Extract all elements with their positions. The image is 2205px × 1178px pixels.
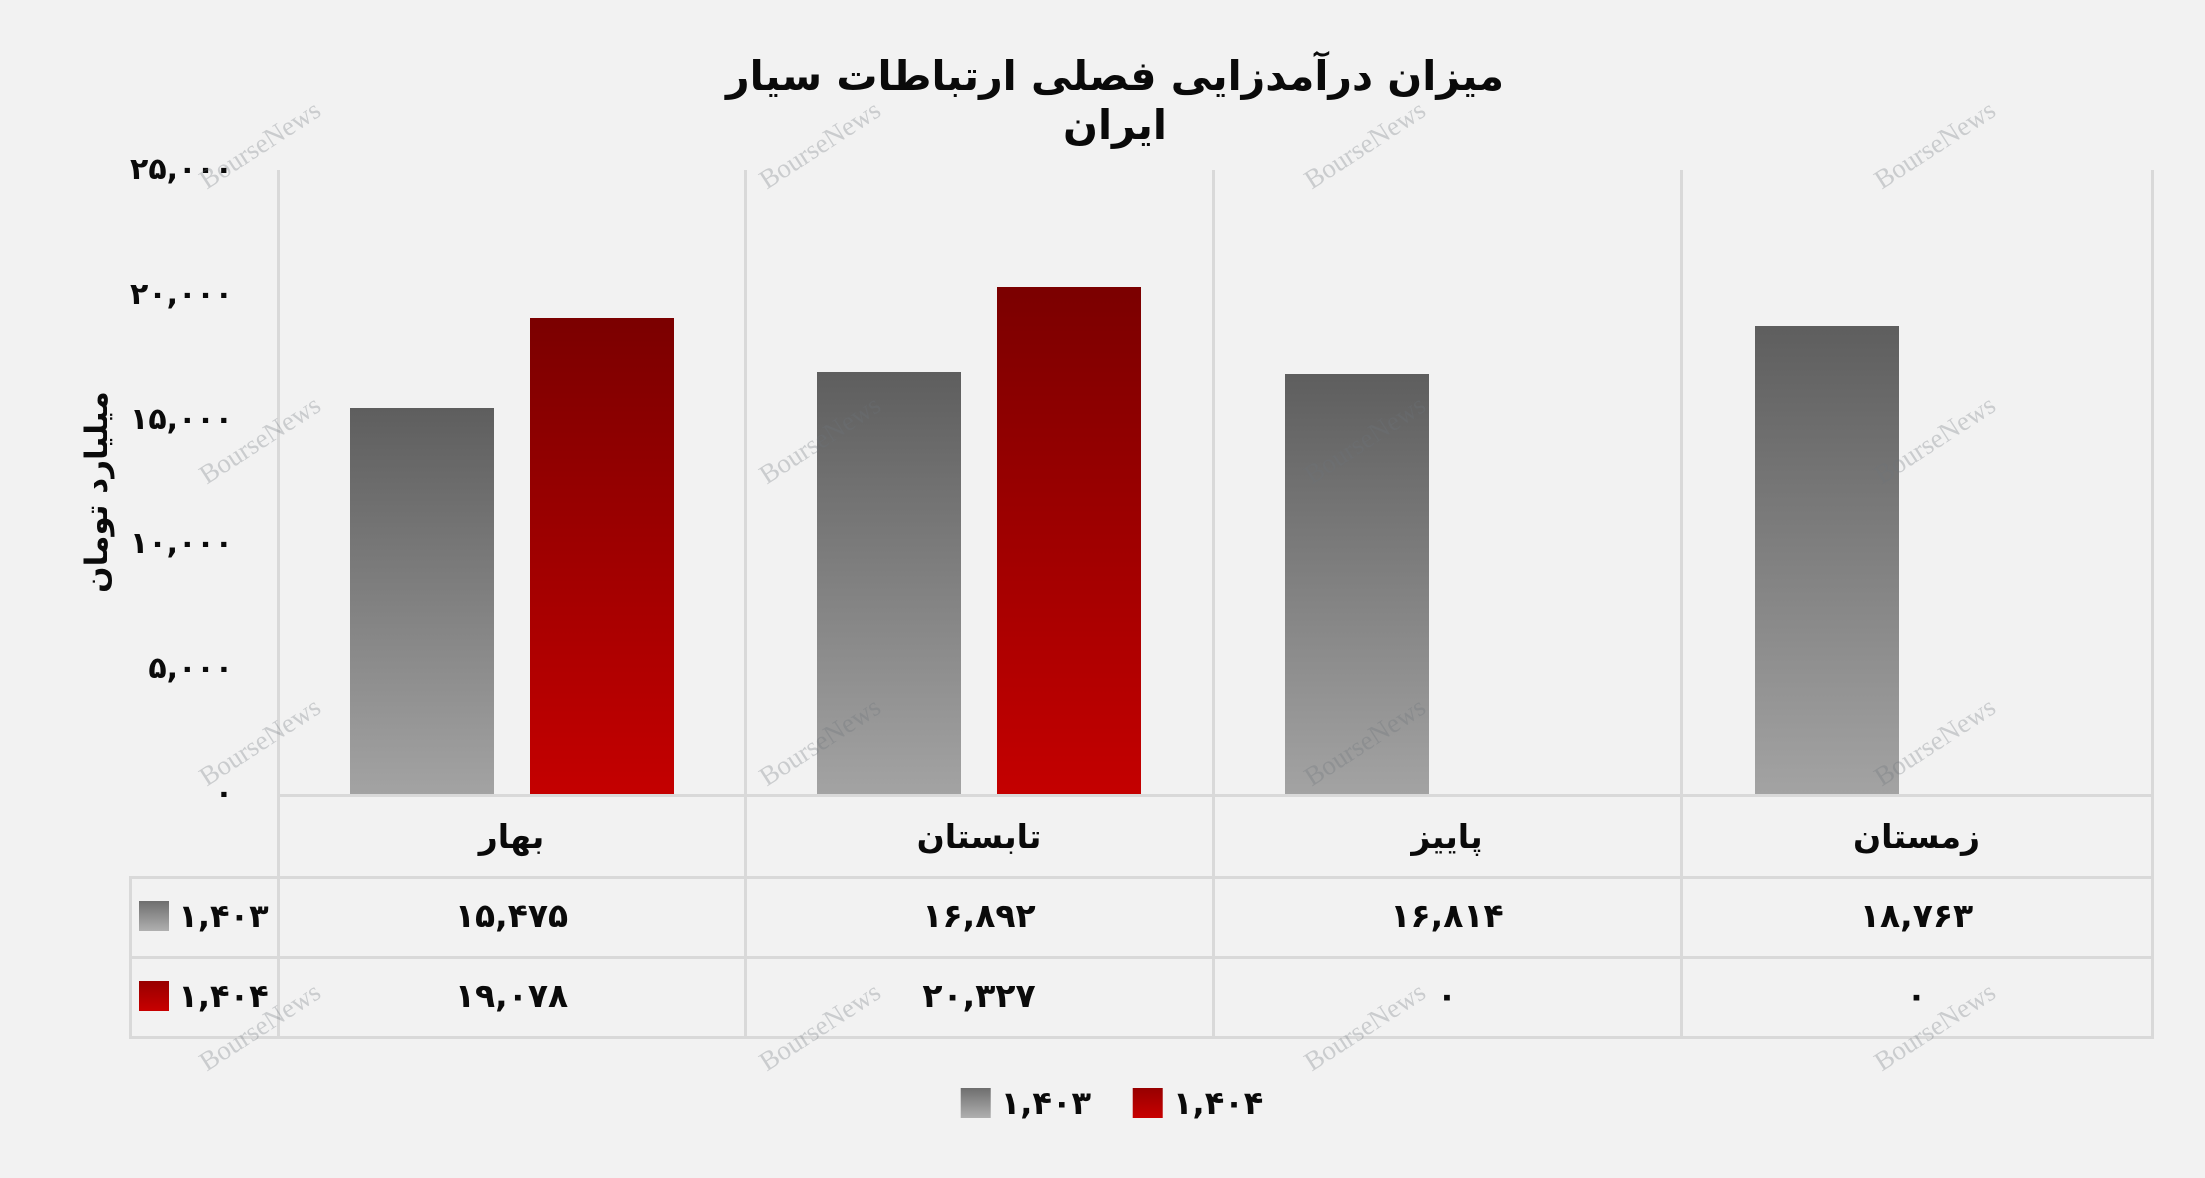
table-value-1404-winter: ۰ bbox=[1906, 976, 1927, 1015]
table-row-border bbox=[130, 1036, 2152, 1039]
legend-label-1403: ۱,۴۰۳ bbox=[1000, 1084, 1091, 1122]
table-legend-1404: ۱,۴۰۴ bbox=[130, 956, 278, 1036]
y-tick-label-0: ۰ bbox=[214, 776, 233, 811]
bar-1404-summer bbox=[997, 287, 1141, 794]
category-label-autumn: پاییز bbox=[1411, 817, 1483, 856]
legend-item-1403: ۱,۴۰۳ bbox=[960, 1084, 1091, 1122]
bar-1404-spring bbox=[529, 318, 674, 794]
legend-swatch-1403 bbox=[960, 1088, 991, 1118]
bar-1403-summer bbox=[817, 372, 961, 794]
bar-1403-winter bbox=[1754, 326, 1899, 794]
y-tick-label-10000: ۱۰,۰۰۰ bbox=[130, 526, 233, 562]
category-label-winter: زمستان bbox=[1852, 817, 1981, 856]
legend-swatch-1403 bbox=[139, 901, 170, 931]
table-value-1404-autumn: ۰ bbox=[1436, 976, 1458, 1015]
legend-label-1404: ۱,۴۰۴ bbox=[178, 977, 269, 1015]
table-value-1403-winter: ۱۸,۷۶۳ bbox=[1859, 896, 1974, 935]
grid-vline bbox=[1212, 170, 1215, 1039]
y-tick-label-25000: ۲۵,۰۰۰ bbox=[130, 152, 233, 187]
legend-label-1404: ۱,۴۰۴ bbox=[1173, 1084, 1264, 1122]
table-value-1404-spring: ۱۹,۰۷۸ bbox=[454, 976, 569, 1015]
x-axis-line bbox=[278, 794, 2152, 797]
bar-1403-autumn bbox=[1285, 374, 1429, 794]
category-label-summer: تابستان bbox=[916, 817, 1042, 856]
legend-swatch-1404 bbox=[1133, 1088, 1163, 1118]
table-row-border bbox=[130, 956, 2152, 959]
legend-swatch-1404 bbox=[139, 981, 170, 1011]
watermark-text: BourseNews bbox=[1868, 94, 2001, 195]
table-value-1403-spring: ۱۵,۴۷۵ bbox=[454, 896, 569, 935]
grid-vline bbox=[744, 170, 747, 1039]
bar-1403-spring bbox=[349, 408, 494, 794]
y-tick-label-20000: ۲۰,۰۰۰ bbox=[130, 276, 233, 312]
grid-vline bbox=[1680, 170, 1683, 1039]
grid-vline bbox=[2151, 170, 2154, 1039]
chart-title: میزان درآمدزایی فصلی ارتباطات سیار ایران bbox=[726, 52, 1504, 150]
table-value-1403-summer: ۱۶,۸۹۲ bbox=[922, 896, 1036, 935]
y-tick-label-15000: ۱۵,۰۰۰ bbox=[130, 401, 233, 437]
legend-item-1404: ۱,۴۰۴ bbox=[1133, 1084, 1263, 1122]
table-row-border bbox=[130, 876, 2152, 879]
table-value-1403-autumn: ۱۶,۸۱۴ bbox=[1390, 896, 1504, 935]
y-tick-label-5000: ۵,۰۰۰ bbox=[148, 651, 233, 687]
grid-vline bbox=[277, 170, 280, 1039]
category-label-spring: بهار bbox=[478, 817, 545, 856]
chart-legend: ۱,۴۰۳ ۱,۴۰۴ bbox=[960, 1080, 1263, 1126]
table-legend-1403: ۱,۴۰۳ bbox=[130, 876, 278, 956]
legend-label-1403: ۱,۴۰۳ bbox=[178, 897, 269, 935]
table-value-1404-summer: ۲۰,۳۲۷ bbox=[922, 976, 1036, 1015]
